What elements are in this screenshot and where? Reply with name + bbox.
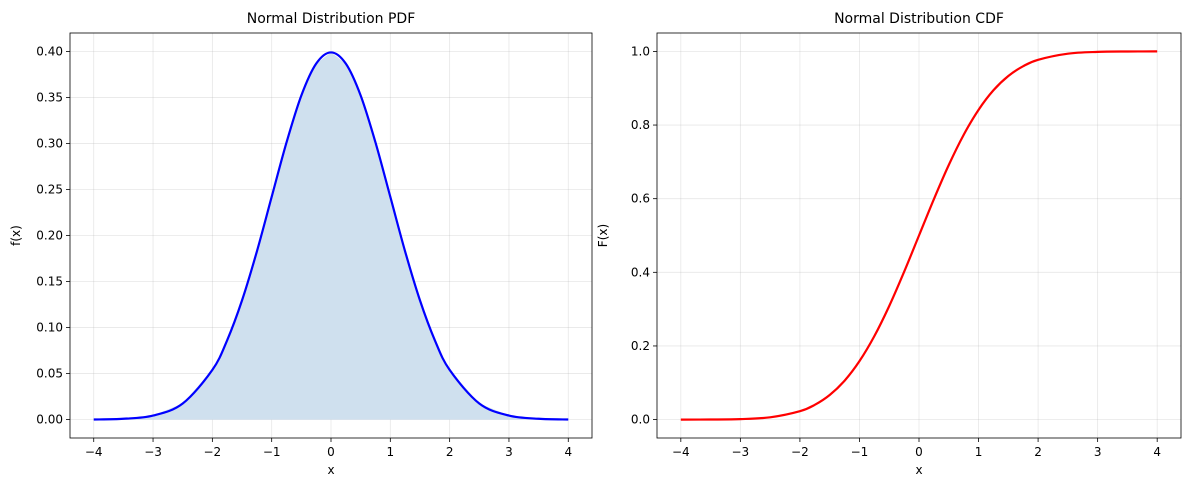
- x-tick-label: −3: [732, 445, 750, 459]
- y-axis-label: f(x): [9, 225, 23, 246]
- x-tick-label: 1: [386, 445, 394, 459]
- x-tick-label: 0: [327, 445, 335, 459]
- y-tick-label: 0.6: [631, 192, 650, 206]
- chart-title: Normal Distribution PDF: [247, 11, 416, 27]
- y-tick-label: 0.40: [36, 44, 63, 58]
- y-tick-label: 0.05: [36, 367, 63, 381]
- x-tick-label: −2: [204, 445, 222, 459]
- x-tick-label: 1: [975, 445, 983, 459]
- x-tick-label: 0: [915, 445, 923, 459]
- x-tick-label: 4: [564, 445, 572, 459]
- x-tick-label: 2: [446, 445, 454, 459]
- x-axis-label: x: [327, 463, 334, 477]
- x-tick-label: −4: [85, 445, 103, 459]
- x-tick-label: 3: [1094, 445, 1102, 459]
- x-tick-label: −1: [263, 445, 281, 459]
- chart-title: Normal Distribution CDF: [834, 11, 1004, 27]
- x-tick-label: 4: [1153, 445, 1161, 459]
- y-tick-label: 0.35: [36, 90, 63, 104]
- y-tick-label: 0.10: [36, 321, 63, 335]
- y-tick-label: 0.30: [36, 136, 63, 150]
- x-tick-label: 3: [505, 445, 513, 459]
- y-tick-label: 1.0: [631, 44, 650, 58]
- y-tick-label: 0.20: [36, 229, 63, 243]
- pdf-chart: −4 −3 −2 −1 0 1 2 3 4 0.00 0.05 0.10 0.15 0.20 0.25 0.3…: [9, 11, 593, 477]
- cdf-series-line: [680, 50, 1158, 421]
- y-tick-label: 0.0: [631, 413, 650, 427]
- y-axis-label: F(x): [596, 224, 610, 247]
- x-tick-label: −1: [851, 445, 869, 459]
- x-tick-label: −2: [791, 445, 809, 459]
- cdf-chart: −4 −3 −2 −1 0 1 2 3 4 0.0 0.2 0.4 0.6 0.8 1.0 x F(x) Norm…: [596, 11, 1182, 477]
- pdf-area-fill: [93, 52, 569, 420]
- x-tick-label: 2: [1034, 445, 1042, 459]
- x-tick-label: −3: [144, 445, 162, 459]
- y-tick-label: 0.00: [36, 413, 63, 427]
- x-tick-label: −4: [672, 445, 690, 459]
- y-tick-label: 0.15: [36, 275, 63, 289]
- y-tick-label: 0.4: [631, 265, 650, 279]
- y-tick-label: 0.2: [631, 339, 650, 353]
- y-tick-label: 0.8: [631, 118, 650, 132]
- y-tick-label: 0.25: [36, 182, 63, 196]
- x-axis-label: x: [915, 463, 922, 477]
- pdf-series-line: [93, 51, 569, 421]
